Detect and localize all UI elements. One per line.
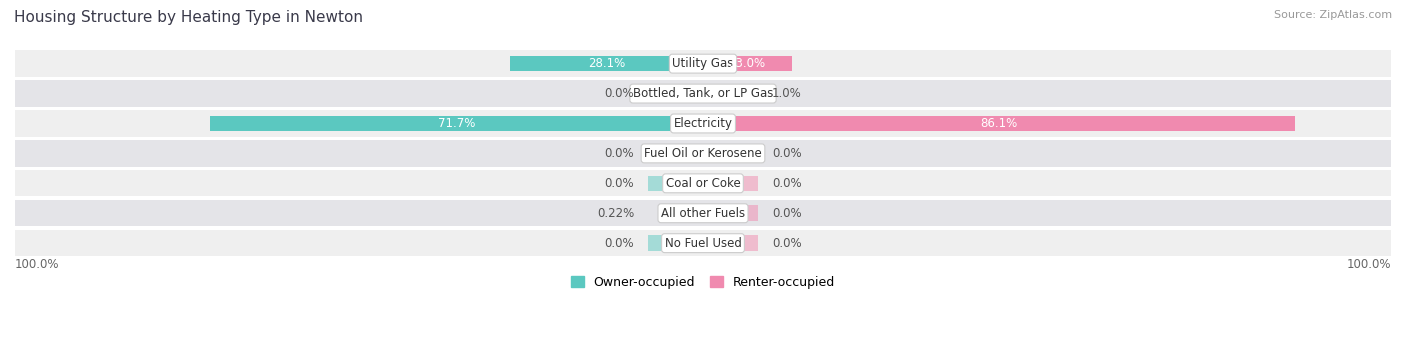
Text: 0.0%: 0.0% — [772, 147, 801, 160]
Legend: Owner-occupied, Renter-occupied: Owner-occupied, Renter-occupied — [567, 271, 839, 294]
Text: 0.0%: 0.0% — [605, 147, 634, 160]
Text: 71.7%: 71.7% — [437, 117, 475, 130]
Text: Coal or Coke: Coal or Coke — [665, 177, 741, 190]
Bar — [15, 110, 1391, 137]
Text: Utility Gas: Utility Gas — [672, 57, 734, 70]
Bar — [15, 80, 1391, 107]
Text: 0.0%: 0.0% — [772, 177, 801, 190]
Bar — [15, 200, 1391, 226]
Bar — [703, 116, 1295, 131]
Text: No Fuel Used: No Fuel Used — [665, 237, 741, 250]
Text: 86.1%: 86.1% — [980, 117, 1018, 130]
Bar — [703, 235, 758, 251]
Bar — [703, 86, 710, 101]
Text: Bottled, Tank, or LP Gas: Bottled, Tank, or LP Gas — [633, 87, 773, 100]
Bar — [703, 146, 758, 161]
Bar — [648, 146, 703, 161]
Bar — [648, 176, 703, 191]
Bar — [15, 170, 1391, 196]
Text: Fuel Oil or Kerosene: Fuel Oil or Kerosene — [644, 147, 762, 160]
Bar — [648, 86, 703, 101]
Text: 0.0%: 0.0% — [772, 207, 801, 220]
Text: Housing Structure by Heating Type in Newton: Housing Structure by Heating Type in New… — [14, 10, 363, 25]
Text: 13.0%: 13.0% — [730, 57, 766, 70]
Text: 1.0%: 1.0% — [772, 87, 801, 100]
Text: 0.22%: 0.22% — [598, 207, 634, 220]
Bar — [509, 56, 703, 71]
Bar — [15, 50, 1391, 77]
Text: 100.0%: 100.0% — [1347, 258, 1391, 271]
Text: Source: ZipAtlas.com: Source: ZipAtlas.com — [1274, 10, 1392, 20]
Text: 0.0%: 0.0% — [772, 237, 801, 250]
Text: All other Fuels: All other Fuels — [661, 207, 745, 220]
Text: 0.0%: 0.0% — [605, 237, 634, 250]
Bar — [15, 140, 1391, 166]
Text: 28.1%: 28.1% — [588, 57, 624, 70]
Bar — [703, 206, 758, 221]
Bar — [15, 230, 1391, 256]
Bar — [703, 56, 793, 71]
Bar — [702, 206, 703, 221]
Bar — [648, 235, 703, 251]
Text: 100.0%: 100.0% — [15, 258, 59, 271]
Bar — [703, 176, 758, 191]
Text: 0.0%: 0.0% — [605, 177, 634, 190]
Text: Electricity: Electricity — [673, 117, 733, 130]
Bar — [209, 116, 703, 131]
Text: 0.0%: 0.0% — [605, 87, 634, 100]
